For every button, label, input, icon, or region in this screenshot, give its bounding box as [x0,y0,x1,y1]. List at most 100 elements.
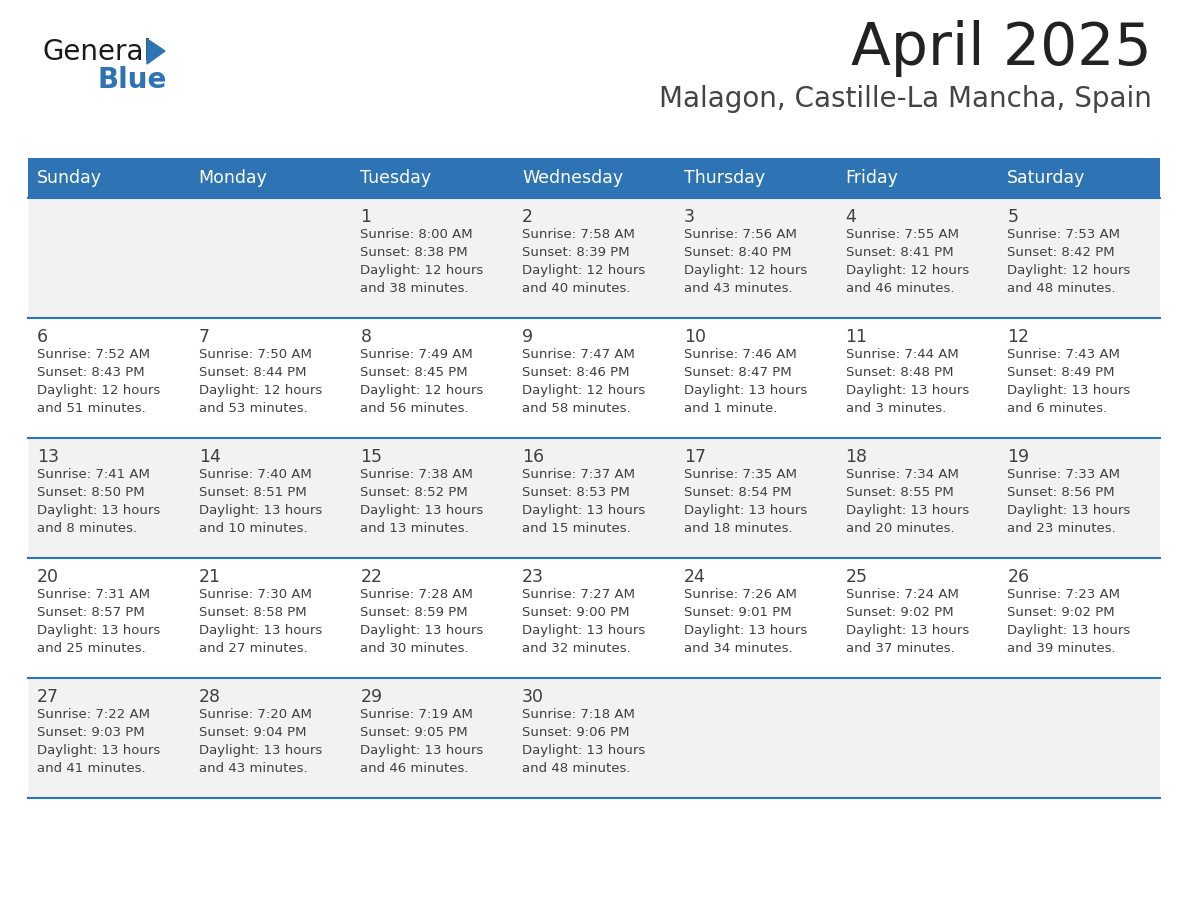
Text: Tuesday: Tuesday [360,169,431,187]
Text: 25: 25 [846,568,867,586]
Text: Daylight: 13 hours: Daylight: 13 hours [523,744,645,757]
Text: Sunrise: 7:24 AM: Sunrise: 7:24 AM [846,588,959,601]
Text: Daylight: 12 hours: Daylight: 12 hours [1007,264,1131,277]
Text: Sunset: 8:56 PM: Sunset: 8:56 PM [1007,486,1114,499]
Text: 21: 21 [198,568,221,586]
Bar [29,198,190,318]
Bar [998,198,1159,318]
Text: Daylight: 13 hours: Daylight: 13 hours [198,744,322,757]
Bar [836,198,998,318]
Text: and 15 minutes.: and 15 minutes. [523,522,631,535]
Text: Sunset: 9:05 PM: Sunset: 9:05 PM [360,726,468,739]
Text: Sunset: 8:58 PM: Sunset: 8:58 PM [198,606,307,619]
Text: Sunrise: 7:19 AM: Sunrise: 7:19 AM [360,708,473,721]
Text: Blue: Blue [97,66,166,94]
Text: Sunset: 8:52 PM: Sunset: 8:52 PM [360,486,468,499]
Text: and 37 minutes.: and 37 minutes. [846,642,954,655]
Text: and 40 minutes.: and 40 minutes. [523,282,631,295]
Text: and 58 minutes.: and 58 minutes. [523,402,631,415]
Text: Daylight: 13 hours: Daylight: 13 hours [198,624,322,637]
Text: Sunset: 9:01 PM: Sunset: 9:01 PM [684,606,791,619]
Text: Sunrise: 7:18 AM: Sunrise: 7:18 AM [523,708,636,721]
Bar [513,678,675,798]
Text: and 8 minutes.: and 8 minutes. [37,522,137,535]
Text: Friday: Friday [846,169,898,187]
Text: 19: 19 [1007,448,1030,466]
Text: Thursday: Thursday [684,169,765,187]
Text: Wednesday: Wednesday [523,169,624,187]
Bar [675,438,836,558]
Text: 22: 22 [360,568,383,586]
Text: Sunrise: 7:26 AM: Sunrise: 7:26 AM [684,588,797,601]
Text: and 30 minutes.: and 30 minutes. [360,642,469,655]
Bar [675,318,836,438]
Text: Sunrise: 7:20 AM: Sunrise: 7:20 AM [198,708,311,721]
Text: Sunrise: 7:43 AM: Sunrise: 7:43 AM [1007,348,1120,361]
Text: and 48 minutes.: and 48 minutes. [523,762,631,775]
Bar [352,438,513,558]
Bar [190,558,352,678]
Text: 1: 1 [360,208,372,226]
Text: and 53 minutes.: and 53 minutes. [198,402,308,415]
Bar [836,678,998,798]
Text: Daylight: 13 hours: Daylight: 13 hours [846,624,969,637]
Text: 20: 20 [37,568,59,586]
Text: Sunrise: 7:28 AM: Sunrise: 7:28 AM [360,588,473,601]
Text: Sunset: 9:00 PM: Sunset: 9:00 PM [523,606,630,619]
Bar [998,558,1159,678]
Text: Daylight: 13 hours: Daylight: 13 hours [523,624,645,637]
Text: Sunrise: 7:41 AM: Sunrise: 7:41 AM [37,468,150,481]
Text: 23: 23 [523,568,544,586]
Text: 12: 12 [1007,328,1029,346]
Text: 17: 17 [684,448,706,466]
Text: Daylight: 13 hours: Daylight: 13 hours [1007,384,1131,397]
Bar [29,158,1159,198]
Text: Daylight: 13 hours: Daylight: 13 hours [684,624,807,637]
Text: 11: 11 [846,328,867,346]
Bar [998,318,1159,438]
Polygon shape [147,39,165,64]
Text: Daylight: 12 hours: Daylight: 12 hours [846,264,969,277]
Text: 26: 26 [1007,568,1030,586]
Text: Sunset: 8:45 PM: Sunset: 8:45 PM [360,366,468,379]
Bar [836,318,998,438]
Text: Sunset: 9:03 PM: Sunset: 9:03 PM [37,726,145,739]
Text: Sunset: 8:53 PM: Sunset: 8:53 PM [523,486,630,499]
Text: Daylight: 12 hours: Daylight: 12 hours [360,264,484,277]
Text: Sunrise: 7:22 AM: Sunrise: 7:22 AM [37,708,150,721]
Text: Daylight: 13 hours: Daylight: 13 hours [360,744,484,757]
Text: Daylight: 13 hours: Daylight: 13 hours [846,504,969,517]
Bar [513,318,675,438]
Text: Sunrise: 7:23 AM: Sunrise: 7:23 AM [1007,588,1120,601]
Text: Sunset: 8:47 PM: Sunset: 8:47 PM [684,366,791,379]
Text: 30: 30 [523,688,544,706]
Text: Sunrise: 7:47 AM: Sunrise: 7:47 AM [523,348,636,361]
Text: Sunrise: 7:38 AM: Sunrise: 7:38 AM [360,468,473,481]
Text: and 46 minutes.: and 46 minutes. [360,762,469,775]
Text: Sunrise: 7:37 AM: Sunrise: 7:37 AM [523,468,636,481]
Text: Saturday: Saturday [1007,169,1086,187]
Text: and 1 minute.: and 1 minute. [684,402,777,415]
Text: Daylight: 13 hours: Daylight: 13 hours [37,624,160,637]
Text: Sunset: 9:02 PM: Sunset: 9:02 PM [1007,606,1114,619]
Text: Sunset: 8:57 PM: Sunset: 8:57 PM [37,606,145,619]
Text: and 25 minutes.: and 25 minutes. [37,642,146,655]
Text: Sunset: 8:39 PM: Sunset: 8:39 PM [523,246,630,259]
Text: Daylight: 12 hours: Daylight: 12 hours [523,384,645,397]
Text: Daylight: 13 hours: Daylight: 13 hours [684,384,807,397]
Text: 27: 27 [37,688,59,706]
Text: Sunrise: 7:53 AM: Sunrise: 7:53 AM [1007,228,1120,241]
Text: Sunset: 8:41 PM: Sunset: 8:41 PM [846,246,953,259]
Text: Daylight: 13 hours: Daylight: 13 hours [846,384,969,397]
Text: Sunrise: 7:52 AM: Sunrise: 7:52 AM [37,348,150,361]
Text: General: General [42,38,151,66]
Text: and 39 minutes.: and 39 minutes. [1007,642,1116,655]
Text: Sunrise: 7:44 AM: Sunrise: 7:44 AM [846,348,959,361]
Text: and 20 minutes.: and 20 minutes. [846,522,954,535]
Text: 2: 2 [523,208,533,226]
Text: and 18 minutes.: and 18 minutes. [684,522,792,535]
Text: Sunset: 9:06 PM: Sunset: 9:06 PM [523,726,630,739]
Text: and 3 minutes.: and 3 minutes. [846,402,946,415]
Bar [190,198,352,318]
Text: and 43 minutes.: and 43 minutes. [684,282,792,295]
